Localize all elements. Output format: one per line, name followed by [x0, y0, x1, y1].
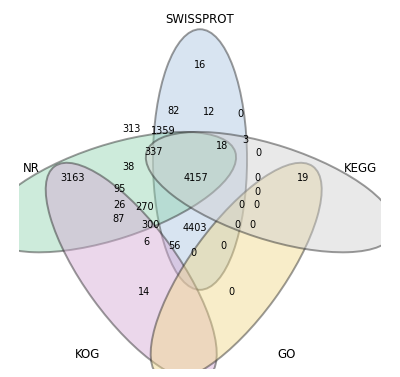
Text: 3163: 3163 — [60, 173, 85, 182]
Text: 14: 14 — [138, 287, 150, 297]
Ellipse shape — [153, 29, 247, 290]
Text: 300: 300 — [141, 220, 159, 230]
Text: 4157: 4157 — [184, 173, 209, 182]
Ellipse shape — [146, 132, 395, 252]
Text: 6: 6 — [143, 237, 150, 247]
Text: 0: 0 — [238, 200, 244, 210]
Text: 313: 313 — [123, 124, 141, 134]
Text: 95: 95 — [114, 184, 126, 193]
Text: 16: 16 — [194, 60, 206, 70]
Text: 38: 38 — [122, 162, 134, 172]
Text: 26: 26 — [114, 200, 126, 210]
Text: NR: NR — [23, 162, 40, 175]
Text: 0: 0 — [256, 148, 262, 158]
Text: 82: 82 — [168, 106, 180, 116]
Text: 0: 0 — [254, 187, 260, 197]
Text: 0: 0 — [221, 241, 227, 251]
Text: 270: 270 — [136, 202, 154, 212]
Text: 56: 56 — [168, 241, 181, 251]
Text: 1359: 1359 — [151, 126, 175, 136]
Text: GO: GO — [278, 348, 296, 362]
Text: 12: 12 — [203, 107, 215, 118]
Text: 19: 19 — [297, 173, 309, 182]
Text: 3: 3 — [242, 135, 249, 145]
Ellipse shape — [46, 163, 217, 377]
Ellipse shape — [151, 163, 322, 377]
Text: SWISSPROT: SWISSPROT — [166, 13, 234, 26]
Text: 0: 0 — [254, 173, 260, 182]
Text: 18: 18 — [216, 141, 228, 151]
Ellipse shape — [0, 132, 236, 252]
Text: 0: 0 — [234, 220, 241, 230]
Text: 87: 87 — [113, 214, 125, 224]
Text: 0: 0 — [253, 200, 259, 210]
Text: 4403: 4403 — [183, 223, 207, 233]
Text: 0: 0 — [238, 109, 244, 119]
Text: 0: 0 — [229, 287, 235, 297]
Text: 337: 337 — [144, 147, 163, 157]
Text: KEGG: KEGG — [344, 162, 377, 175]
Text: 0: 0 — [190, 248, 196, 258]
Text: KOG: KOG — [75, 348, 100, 362]
Text: 0: 0 — [249, 220, 255, 230]
